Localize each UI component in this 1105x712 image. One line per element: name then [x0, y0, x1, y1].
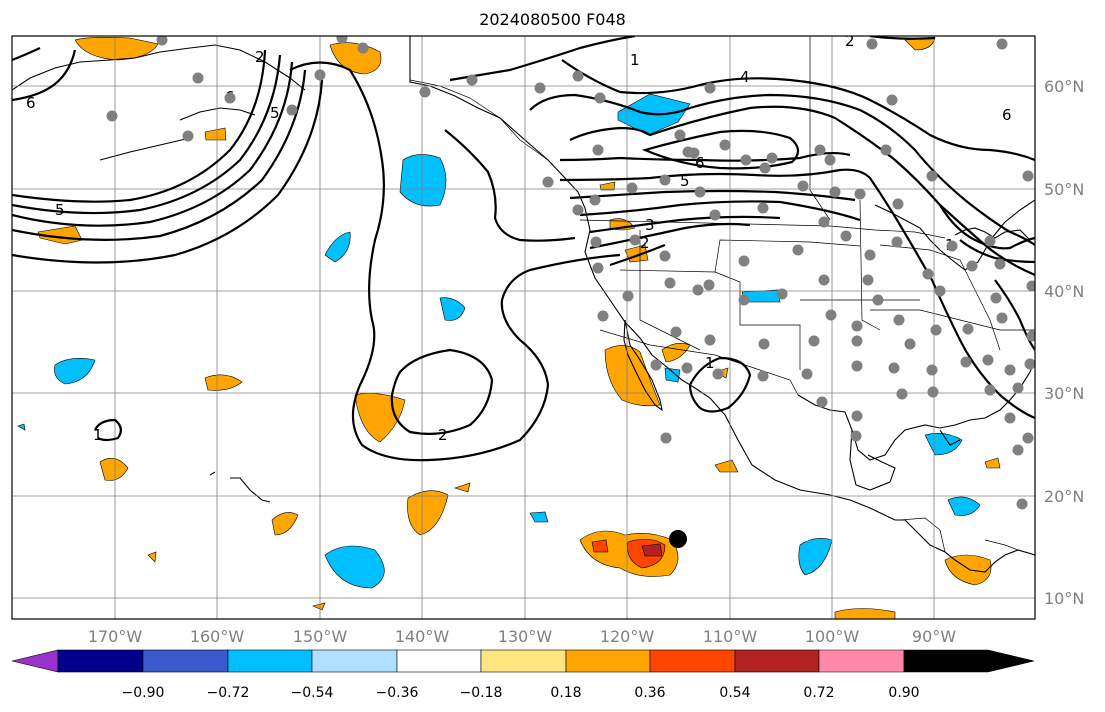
colorbar-segment [227, 649, 313, 673]
colorbar-segment [818, 649, 905, 673]
colorbar-low-extend [11, 649, 59, 673]
lon-tick: 90°W [912, 627, 956, 646]
colorbar-tick: 0.90 [888, 685, 919, 701]
stations [106, 36, 1035, 510]
contour-label: 2 [845, 32, 855, 50]
lat-tick: 60°N [1044, 77, 1084, 96]
map-background [12, 36, 1035, 619]
colorbar-tick: 0.72 [803, 685, 834, 701]
lon-tick: 130°W [498, 627, 553, 646]
colorbar-segment [734, 649, 820, 673]
colorbar-tick: −0.18 [460, 685, 503, 701]
contour-label: 2 [438, 426, 448, 444]
colorbar-tick: −0.90 [122, 685, 165, 701]
colorbar-segment [565, 649, 651, 673]
contour-label: 5 [270, 104, 280, 122]
colorbar-high-extend [903, 649, 1035, 673]
lon-tick: 100°W [805, 627, 860, 646]
map-area: 5 6 2 2 6 1 4 6 5 6 5 3 2 1 1 2 1 [12, 32, 1035, 619]
colorbar-tick: 0.36 [634, 685, 665, 701]
contour-label: 6 [1002, 106, 1012, 124]
contour-label: 2 [255, 48, 265, 66]
colorbar-segment [649, 649, 736, 673]
contour-label: 1 [705, 354, 715, 372]
contour-label: 3 [645, 216, 655, 234]
colorbar-tick: −0.72 [207, 685, 250, 701]
lon-tick: 110°W [703, 627, 758, 646]
lat-tick: 30°N [1044, 384, 1084, 403]
contour-label: 2 [640, 234, 650, 252]
lon-tick: 140°W [395, 627, 450, 646]
lon-tick: 150°W [293, 627, 348, 646]
storm-center-marker [669, 530, 687, 548]
contour-label: 4 [740, 68, 750, 86]
contours [12, 36, 1035, 462]
colorbar-segment [57, 649, 144, 673]
colorbar-tick: −0.36 [376, 685, 419, 701]
map-title: 2024080500 F048 [479, 10, 626, 29]
lon-tick: 120°W [600, 627, 655, 646]
gridlines [12, 36, 1035, 619]
colorbar-tick: 0.18 [550, 685, 581, 701]
lat-tick: 20°N [1044, 487, 1084, 506]
contour-label: 5 [680, 172, 690, 190]
colorbar-segment [396, 649, 482, 673]
colorbar-segment [142, 649, 229, 673]
contour-label: 6 [26, 94, 36, 112]
lat-tick: 40°N [1044, 282, 1084, 301]
colorbar-ticks: −0.90 −0.72 −0.54 −0.36 −0.18 0.18 0.36 … [122, 685, 920, 701]
latitude-ticks: 60°N 50°N 40°N 30°N 20°N 10°N [1044, 77, 1084, 608]
colorbar-segment [480, 649, 567, 673]
contour-label: 5 [55, 201, 65, 219]
map-frame [11, 35, 1036, 620]
colorbar-tick: 0.54 [719, 685, 750, 701]
contour-label: 6 [695, 154, 705, 172]
colorbar-tick: −0.54 [291, 685, 334, 701]
lat-tick: 50°N [1044, 180, 1084, 199]
lon-tick: 170°W [88, 627, 143, 646]
colorbar-segment [311, 649, 398, 673]
longitude-ticks: 170°W 160°W 150°W 140°W 130°W 120°W 110°… [88, 627, 956, 646]
lat-tick: 10°N [1044, 589, 1084, 608]
colorbar [11, 649, 1035, 673]
contour-label: 1 [93, 426, 103, 444]
lon-tick: 160°W [190, 627, 245, 646]
contour-label: 1 [630, 51, 640, 69]
